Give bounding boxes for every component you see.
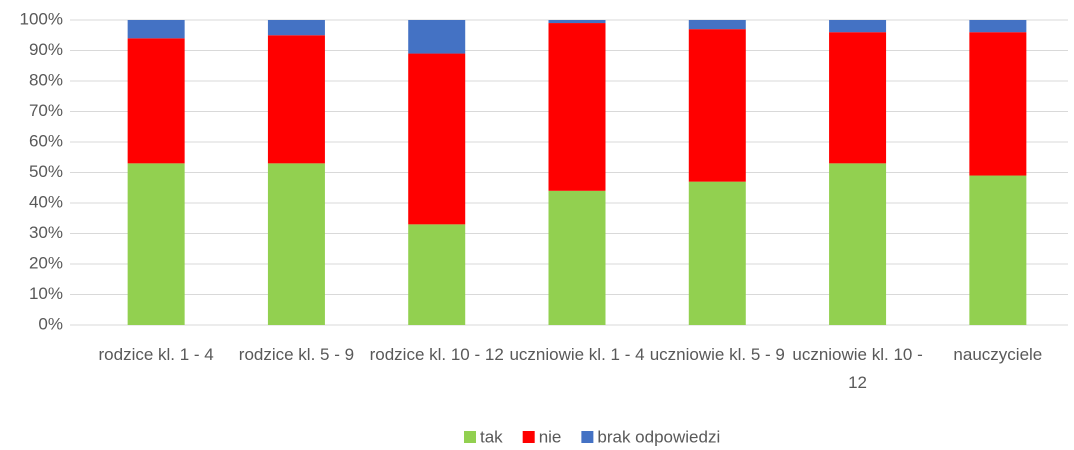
y-tick-label: 80% — [29, 70, 63, 89]
bar-segment — [969, 175, 1027, 325]
bar-segment — [267, 20, 325, 36]
x-tick-label: uczniowie kl. 1 - 4 — [509, 345, 645, 364]
x-tick-label: nauczyciele — [953, 345, 1043, 364]
y-tick-label: 30% — [29, 223, 63, 242]
bar-segment — [548, 23, 606, 191]
bar-segment — [688, 20, 746, 30]
x-tick-label: rodzice kl. 1 - 4 — [98, 345, 214, 364]
bar-segment — [969, 20, 1027, 33]
y-tick-label: 60% — [29, 131, 63, 150]
bar-segment — [267, 35, 325, 164]
y-tick-label: 10% — [29, 284, 63, 303]
y-tick-label: 40% — [29, 192, 63, 211]
y-tick-label: 70% — [29, 101, 63, 120]
bar-segment — [688, 181, 746, 325]
bar-segment — [127, 38, 185, 164]
bar-segment — [127, 20, 185, 39]
bar-segment — [127, 163, 185, 325]
bar-segment — [969, 32, 1027, 176]
x-tick-label: uczniowie kl. 5 - 9 — [649, 345, 785, 364]
bar-segment — [548, 190, 606, 325]
x-tick-label: rodzice kl. 5 - 9 — [238, 345, 355, 364]
bar-segment — [548, 20, 606, 24]
legend-swatch — [581, 431, 594, 443]
x-tick-label: uczniowie kl. 10 - 12 — [792, 345, 923, 392]
y-tick-label: 100% — [20, 9, 63, 28]
legend-label: brak odpowiedzi — [597, 427, 720, 446]
bar-segment — [267, 163, 325, 325]
bar-segment — [829, 163, 887, 325]
bar-segment — [688, 29, 746, 182]
y-tick-label: 50% — [29, 162, 63, 181]
legend-swatch — [464, 431, 476, 443]
y-tick-label: 20% — [29, 253, 63, 272]
bar-segment — [829, 32, 887, 164]
legend-swatch — [522, 431, 535, 443]
bar-segment — [408, 224, 466, 325]
bar-segment — [408, 20, 466, 54]
legend-label: tak — [480, 427, 503, 446]
x-tick-label: rodzice kl. 10 - 12 — [369, 345, 504, 364]
bar-segment — [408, 53, 466, 225]
y-tick-label: 90% — [29, 40, 63, 59]
bar-segment — [829, 20, 887, 33]
y-tick-label: 0% — [38, 314, 63, 333]
legend-label: nie — [539, 427, 562, 446]
